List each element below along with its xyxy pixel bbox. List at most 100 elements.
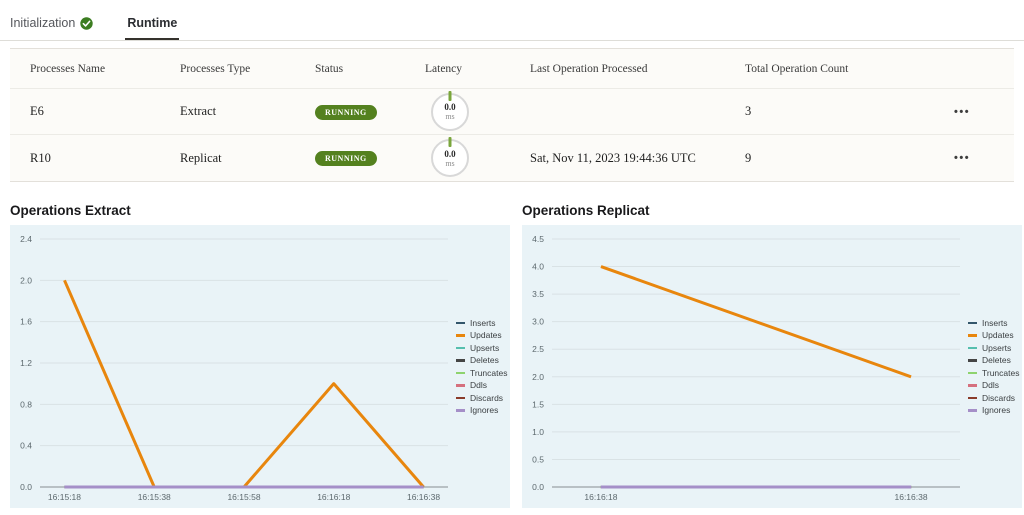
legend-label: Discards xyxy=(470,392,504,403)
chart-block-extract: Operations Extract 0.0 0.4 0.8 1.2 1.6 2.0 2.4… xyxy=(10,182,510,508)
table-header-row: Processes Name Processes Type Status Lat… xyxy=(10,49,1014,89)
legend-item-deletes: Deletes xyxy=(456,354,507,367)
legend-label: Truncates xyxy=(470,367,508,378)
legend-dash-icon xyxy=(968,321,977,324)
legend-dash-icon xyxy=(456,409,465,412)
chart-title: Operations Replicat xyxy=(522,203,650,218)
legend-dash-icon xyxy=(968,409,977,412)
chart-legend: Inserts Updates Upserts Deletes Truncates Ddl… xyxy=(456,317,507,417)
operations-extract-chart: 0.0 0.4 0.8 1.2 1.6 2.0 2.4 16:15:18 16:15:38 16:… xyxy=(10,225,510,508)
tab-runtime[interactable]: Runtime xyxy=(125,16,180,40)
svg-text:0.0: 0.0 xyxy=(532,482,544,492)
svg-text:3.0: 3.0 xyxy=(532,317,544,327)
gauge-needle-icon xyxy=(448,137,452,147)
svg-text:0.8: 0.8 xyxy=(20,399,32,409)
column-header-status: Status xyxy=(315,62,344,75)
svg-text:16:16:18: 16:16:18 xyxy=(317,492,350,502)
column-header-last-operation: Last Operation Processed xyxy=(530,62,648,75)
line-chart-svg: 0.0 0.4 0.8 1.2 1.6 2.0 2.4 16:15:18 16:15:38 16:… xyxy=(20,234,448,502)
legend-label: Inserts xyxy=(982,317,1008,328)
svg-text:16:15:18: 16:15:18 xyxy=(48,492,81,502)
legend-label: Ignores xyxy=(982,405,1011,416)
status-badge: RUNNING xyxy=(315,151,377,166)
legend-label: Ddls xyxy=(470,380,488,391)
legend-label: Updates xyxy=(982,330,1014,341)
svg-text:16:16:38: 16:16:38 xyxy=(407,492,440,502)
latency-unit: ms xyxy=(445,158,455,168)
latency-value: 0.0 xyxy=(444,148,456,159)
column-header-processes-type: Processes Type xyxy=(180,62,251,75)
tab-bar: Initialization Runtime xyxy=(0,0,1024,41)
legend-item-truncates: Truncates xyxy=(456,367,507,380)
row-overflow-menu-icon[interactable]: ••• xyxy=(954,152,971,164)
line-chart-svg: 0.0 0.5 1.0 1.5 2.0 2.5 3.0 3.5 4.0 4.5 16:16:18 16… xyxy=(532,234,960,502)
legend-item-truncates: Truncates xyxy=(968,367,1019,380)
legend-dash-icon xyxy=(456,359,465,362)
svg-text:0.4: 0.4 xyxy=(20,441,32,451)
total-operation-count: 9 xyxy=(745,150,752,165)
legend-dash-icon xyxy=(968,334,977,337)
legend-label: Discards xyxy=(982,392,1016,403)
check-circle-icon xyxy=(80,16,94,30)
legend-label: Deletes xyxy=(470,355,499,366)
legend-item-ignores: Ignores xyxy=(456,404,507,417)
chart-block-replicat: Operations Replicat 0.0 0.5 1.0 1.5 2.0 2.5 3.… xyxy=(522,182,1022,508)
svg-text:2.0: 2.0 xyxy=(20,275,32,285)
latency-gauge: 0.0 ms xyxy=(431,137,469,177)
legend-dash-icon xyxy=(456,321,465,324)
latency-cell: 0.0 ms xyxy=(425,137,530,177)
legend-item-inserts: Inserts xyxy=(456,317,507,330)
svg-text:2.0: 2.0 xyxy=(532,372,544,382)
legend-dash-icon xyxy=(968,359,977,362)
latency-gauge: 0.0 ms xyxy=(431,90,469,131)
latency-unit: ms xyxy=(445,112,455,121)
gauge-needle-icon xyxy=(448,90,452,101)
legend-item-inserts: Inserts xyxy=(968,317,1019,330)
total-operation-count: 3 xyxy=(745,104,752,118)
svg-text:1.2: 1.2 xyxy=(20,358,32,368)
legend-dash-icon xyxy=(968,346,977,349)
legend-dash-icon xyxy=(968,371,977,374)
legend-dash-icon xyxy=(456,334,465,337)
svg-text:16:16:38: 16:16:38 xyxy=(894,492,927,502)
process-name: E6 xyxy=(30,104,44,118)
latency-cell: 0.0 ms xyxy=(425,90,530,131)
svg-text:4.5: 4.5 xyxy=(532,234,544,244)
last-operation-processed: Sat, Nov 11, 2023 19:44:36 UTC xyxy=(530,150,696,165)
legend-label: Upserts xyxy=(470,342,500,353)
legend-label: Deletes xyxy=(982,355,1011,366)
charts-section: Operations Extract 0.0 0.4 0.8 1.2 1.6 2.0 2.4… xyxy=(10,182,1022,508)
svg-text:2.5: 2.5 xyxy=(532,344,544,354)
legend-label: Ignores xyxy=(470,405,499,416)
table-row: R10 Replicat RUNNING 0.0 ms Sat, Nov 11,… xyxy=(10,135,1014,181)
column-header-processes-name: Processes Name xyxy=(30,62,106,75)
legend-item-upserts: Upserts xyxy=(968,342,1019,355)
legend-dash-icon xyxy=(456,384,465,387)
svg-text:16:15:58: 16:15:58 xyxy=(227,492,260,502)
chart-title: Operations Extract xyxy=(10,203,131,218)
column-header-total-count: Total Operation Count xyxy=(745,62,849,75)
svg-text:16:15:38: 16:15:38 xyxy=(138,492,171,502)
process-type: Replicat xyxy=(180,150,222,165)
status-badge-cell: RUNNING xyxy=(315,104,425,120)
svg-text:0.5: 0.5 xyxy=(532,454,544,464)
latency-value: 0.0 xyxy=(444,102,456,112)
tab-runtime-label: Runtime xyxy=(127,16,178,30)
svg-text:0.0: 0.0 xyxy=(20,482,32,492)
svg-text:1.6: 1.6 xyxy=(20,317,32,327)
legend-item-ddls: Ddls xyxy=(456,379,507,392)
legend-label: Inserts xyxy=(470,317,496,328)
svg-text:16:16:18: 16:16:18 xyxy=(584,492,617,502)
table-row: E6 Extract RUNNING 0.0 ms 3 ••• xyxy=(10,89,1014,135)
legend-item-updates: Updates xyxy=(456,329,507,342)
legend-item-discards: Discards xyxy=(968,392,1019,405)
legend-item-ddls: Ddls xyxy=(968,379,1019,392)
row-overflow-menu-icon[interactable]: ••• xyxy=(954,105,971,118)
legend-dash-icon xyxy=(456,396,465,399)
svg-text:4.0: 4.0 xyxy=(532,262,544,272)
legend-item-deletes: Deletes xyxy=(968,354,1019,367)
status-badge: RUNNING xyxy=(315,104,377,120)
legend-item-updates: Updates xyxy=(968,329,1019,342)
tab-initialization[interactable]: Initialization xyxy=(8,16,95,40)
status-badge-cell: RUNNING xyxy=(315,150,425,166)
